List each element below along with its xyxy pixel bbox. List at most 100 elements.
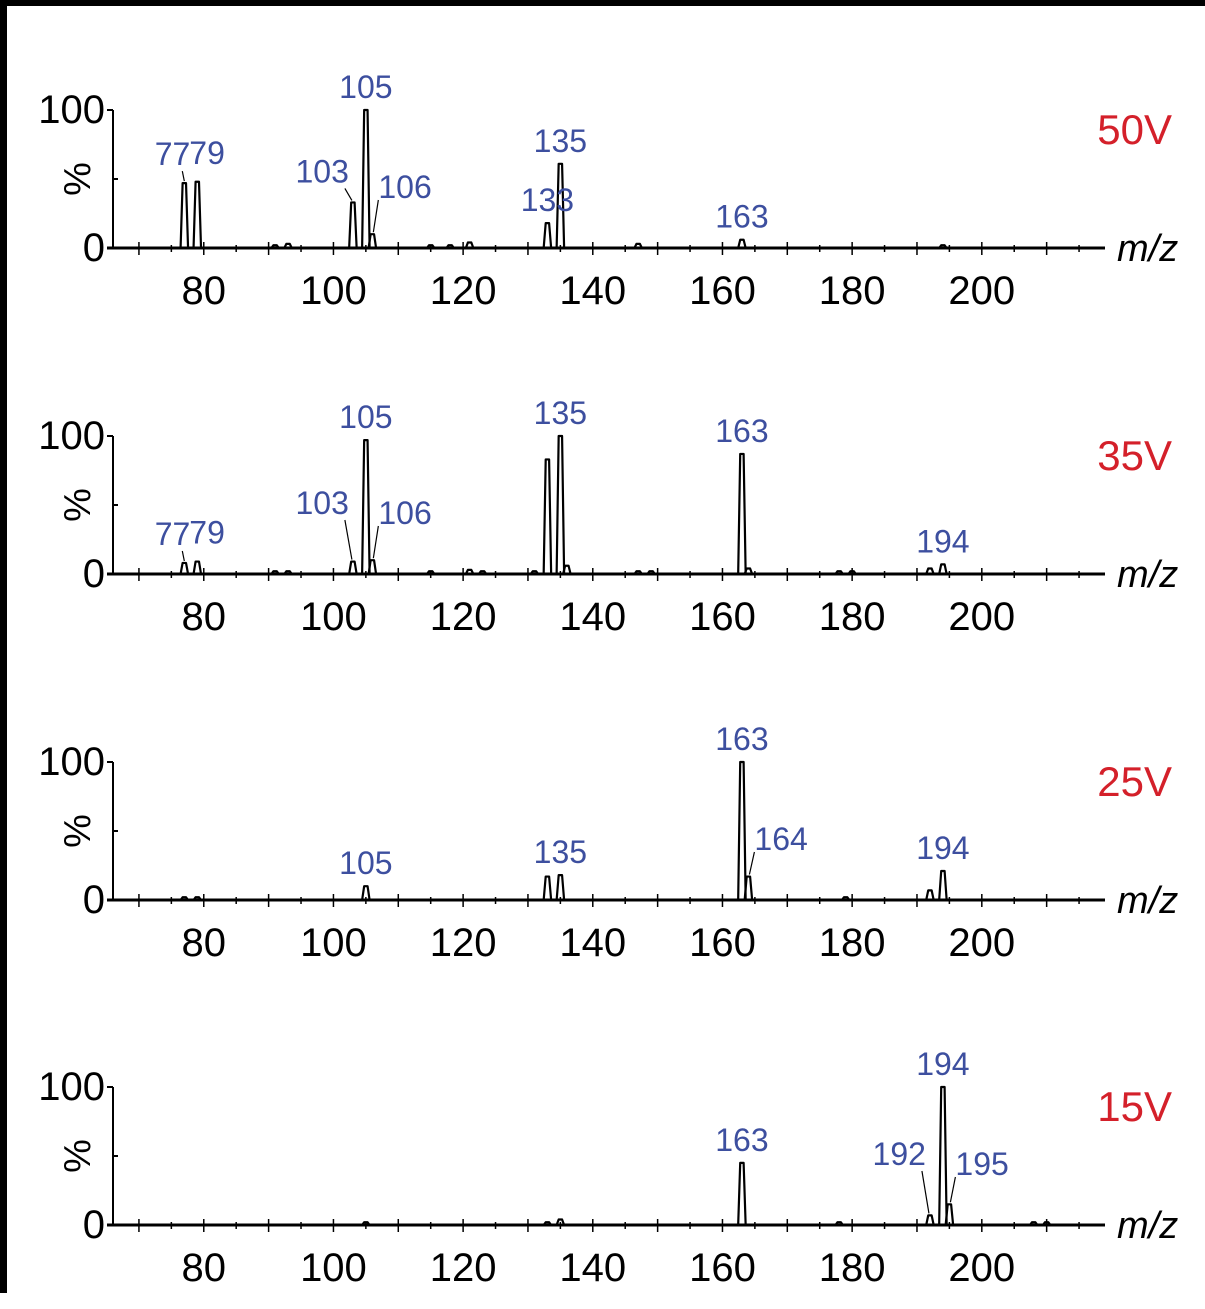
peak-178 — [834, 570, 844, 575]
peak-118 — [445, 244, 455, 249]
peak-label-77: 77 — [155, 516, 191, 552]
y-axis-label: % — [57, 1139, 99, 1173]
peak-103 — [348, 201, 358, 249]
peak-164 — [743, 567, 754, 575]
y-tick-label-100: 100 — [38, 1065, 105, 1109]
peak-label-135: 135 — [534, 123, 587, 159]
peak-label-105: 105 — [339, 399, 392, 435]
peak-label-79: 79 — [189, 515, 225, 551]
peak-105 — [361, 1221, 371, 1226]
peak-147 — [633, 570, 643, 575]
peak-label-103: 103 — [296, 153, 349, 189]
x-axis-label: m/z — [1117, 880, 1178, 922]
peak-label-135: 135 — [534, 395, 587, 431]
peak-label-195: 195 — [955, 1146, 1008, 1182]
x-tick-label: 160 — [689, 1246, 756, 1290]
peak-label-106: 106 — [378, 169, 431, 205]
peak-label-163: 163 — [715, 1122, 768, 1158]
peak-194 — [938, 869, 948, 901]
x-tick-label: 80 — [182, 595, 227, 639]
x-tick-label: 160 — [689, 921, 756, 965]
x-axis-label: m/z — [1117, 554, 1178, 596]
peak-135 — [555, 162, 566, 249]
peak-106 — [367, 233, 378, 249]
peak-133 — [542, 875, 553, 901]
peak-135 — [555, 434, 566, 575]
x-tick-label: 180 — [819, 595, 886, 639]
peak-194 — [938, 244, 948, 249]
x-tick-label: 140 — [559, 595, 626, 639]
x-tick-label: 100 — [300, 1246, 367, 1290]
peak-label-194: 194 — [916, 523, 969, 559]
peak-label-leader — [181, 550, 185, 562]
peak-label-103: 103 — [296, 485, 349, 521]
x-tick-label: 140 — [559, 921, 626, 965]
peak-label-77: 77 — [155, 136, 191, 172]
peak-label-leader — [344, 188, 353, 201]
x-tick-label: 120 — [430, 269, 497, 313]
peak-label-leader — [921, 1170, 930, 1214]
y-tick-label-100: 100 — [38, 740, 105, 784]
x-tick-label: 180 — [819, 269, 886, 313]
x-tick-label: 200 — [948, 1246, 1015, 1290]
x-tick-label: 120 — [430, 595, 497, 639]
spectrum-panel-50v: 80 100 120 140 160 180 200 0 100% m/z 50V 77 79 103 10… — [7, 6, 1205, 332]
peak-106 — [367, 559, 378, 575]
x-axis-label: m/z — [1117, 228, 1178, 270]
x-tick-label: 140 — [559, 269, 626, 313]
peak-133 — [542, 222, 553, 249]
peak-136 — [562, 564, 572, 575]
peak-192 — [925, 889, 935, 901]
peak-label-164: 164 — [754, 821, 807, 857]
peak-label-leader — [181, 171, 185, 182]
y-tick-label-0: 0 — [83, 226, 105, 270]
peak-192 — [925, 567, 935, 575]
x-tick-label: 120 — [430, 1246, 497, 1290]
x-tick-label: 80 — [182, 269, 227, 313]
x-tick-label: 160 — [689, 595, 756, 639]
peak-131 — [529, 570, 540, 575]
peak-label-194: 194 — [916, 1046, 969, 1082]
y-axis-label: % — [57, 814, 99, 848]
peak-149 — [646, 570, 656, 575]
peak-label-135: 135 — [534, 834, 587, 870]
peak-192 — [925, 1214, 935, 1226]
peak-105 — [361, 108, 371, 249]
spectrum-panel-15v: 80 100 120 140 160 180 200 0 100% m/z 15V 163 192 194… — [7, 983, 1205, 1309]
spectrum-panel-25v: 80 100 120 140 160 180 200 0 100% m/z 25V 105 135 163… — [7, 658, 1205, 984]
peak-93 — [283, 242, 293, 249]
peak-133 — [542, 458, 553, 575]
peak-178 — [834, 1221, 844, 1226]
x-tick-label: 100 — [300, 921, 367, 965]
peak-133 — [542, 1221, 553, 1226]
voltage-label: 35V — [1097, 432, 1172, 479]
x-tick-label: 180 — [819, 921, 886, 965]
peak-label-105: 105 — [339, 69, 392, 105]
peak-label-leader — [949, 1176, 956, 1203]
voltage-label: 50V — [1097, 106, 1172, 153]
peak-label-163: 163 — [715, 413, 768, 449]
peak-93 — [283, 570, 293, 575]
y-tick-label-0: 0 — [83, 552, 105, 596]
x-tick-label: 100 — [300, 595, 367, 639]
spectrum-chart-25v: 80 100 120 140 160 180 200 0 100% m/z 25V 105 135 163… — [38, 721, 1178, 965]
peak-135 — [555, 874, 566, 901]
peak-label-79: 79 — [189, 135, 225, 171]
peak-135 — [555, 1218, 566, 1226]
peak-103 — [348, 560, 358, 575]
peak-label-leader — [344, 519, 353, 560]
peak-164 — [743, 875, 754, 901]
peak-label-leader — [372, 199, 379, 233]
peak-label-133: 133 — [521, 182, 574, 218]
peak-115 — [426, 244, 436, 249]
peak-194 — [938, 563, 948, 575]
peak-label-105: 105 — [339, 845, 392, 881]
peak-179 — [841, 896, 851, 901]
peak-77 — [179, 561, 190, 575]
peak-163 — [737, 1161, 747, 1226]
x-tick-label: 180 — [819, 1246, 886, 1290]
peak-label-192: 192 — [873, 1136, 926, 1172]
y-tick-label-0: 0 — [83, 878, 105, 922]
